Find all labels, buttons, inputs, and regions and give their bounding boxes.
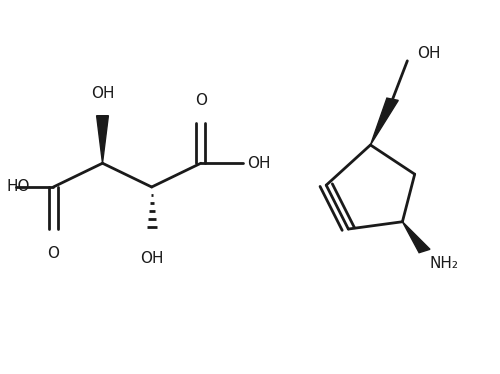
Text: OH: OH: [248, 156, 271, 171]
Polygon shape: [402, 222, 430, 253]
Text: NH₂: NH₂: [430, 257, 458, 272]
Text: HO: HO: [6, 180, 30, 194]
Text: OH: OH: [417, 46, 440, 61]
Text: OH: OH: [140, 251, 164, 266]
Text: O: O: [195, 94, 207, 108]
Text: O: O: [48, 245, 60, 261]
Text: OH: OH: [91, 86, 114, 101]
Polygon shape: [370, 98, 398, 145]
Polygon shape: [96, 116, 108, 163]
